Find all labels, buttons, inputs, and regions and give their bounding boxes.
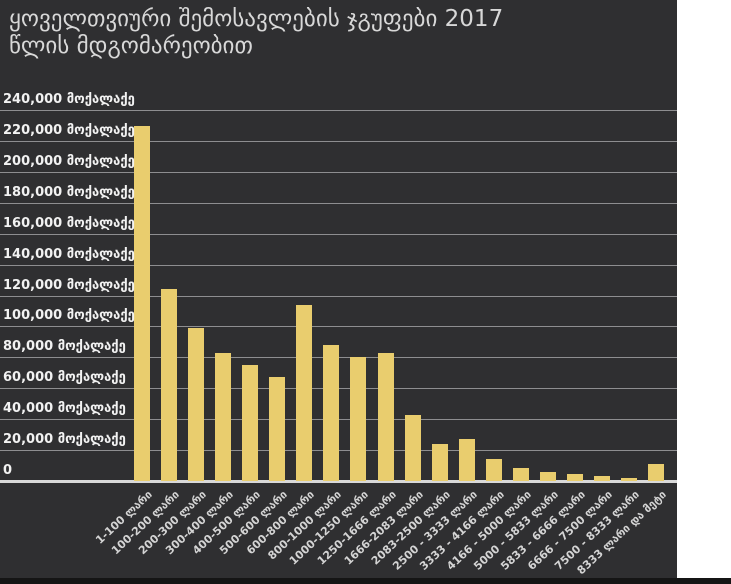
bar [539, 471, 556, 481]
y-axis-tick-label: 40,000 მოქალაქე [3, 401, 126, 417]
right-margin-panel [677, 0, 731, 578]
y-axis-tick-label: 160,000 მოქალაქე [3, 215, 135, 231]
chart-panel: ყოველთვიური შემოსავლების ჯგუფები 2017 წლ… [0, 0, 677, 578]
y-gridline [0, 140, 677, 142]
bar [377, 352, 394, 481]
bar [648, 464, 664, 481]
bar [188, 328, 205, 481]
y-axis-tick-label: 80,000 მოქალაქე [3, 339, 126, 355]
y-gridline [0, 202, 677, 204]
bar [350, 357, 367, 481]
x-axis-line [0, 480, 677, 483]
bar [485, 459, 502, 481]
y-axis-tick-label: 0 [3, 463, 13, 478]
bar [134, 125, 150, 481]
bar [404, 414, 421, 481]
y-gridline [0, 264, 677, 266]
bar [215, 352, 232, 481]
chart-title-line1: ყოველთვიური შემოსავლების ჯგუფები 2017 [9, 6, 504, 32]
chart-title: ყოველთვიური შემოსავლების ჯგუფები 2017 წლ… [9, 6, 649, 60]
bar [242, 365, 259, 481]
bar [620, 477, 637, 481]
bar [593, 476, 610, 481]
y-gridline [0, 171, 677, 173]
bar [161, 289, 178, 481]
y-gridline [0, 295, 677, 297]
y-gridline [0, 233, 677, 235]
y-axis-tick-label: 220,000 მოქალაქე [3, 122, 135, 138]
bar [566, 473, 583, 481]
y-axis-tick-label: 240,000 მოქალაქე [3, 92, 135, 107]
bar [431, 443, 448, 481]
y-axis-tick-label: 120,000 მოქალაქე [3, 277, 135, 293]
y-axis-tick-label: 200,000 მოქალაქე [3, 153, 135, 169]
y-gridline [0, 110, 677, 111]
chart-title-line2: წლის მდგომარეობით [9, 33, 253, 59]
bar [458, 439, 475, 481]
y-axis-tick-label: 140,000 მოქალაქე [3, 246, 135, 262]
y-axis-tick-label: 20,000 მოქალაქე [3, 432, 126, 448]
bar [323, 345, 340, 481]
bar [269, 377, 286, 481]
y-axis-tick-label: 100,000 მოქალაქე [3, 308, 135, 324]
y-axis-tick-label: 60,000 მოქალაქე [3, 370, 126, 386]
bar [512, 467, 529, 481]
bar [296, 304, 313, 481]
y-gridline [0, 326, 677, 328]
bottom-strip [0, 578, 731, 584]
y-axis-tick-label: 180,000 მოქალაქე [3, 184, 135, 200]
